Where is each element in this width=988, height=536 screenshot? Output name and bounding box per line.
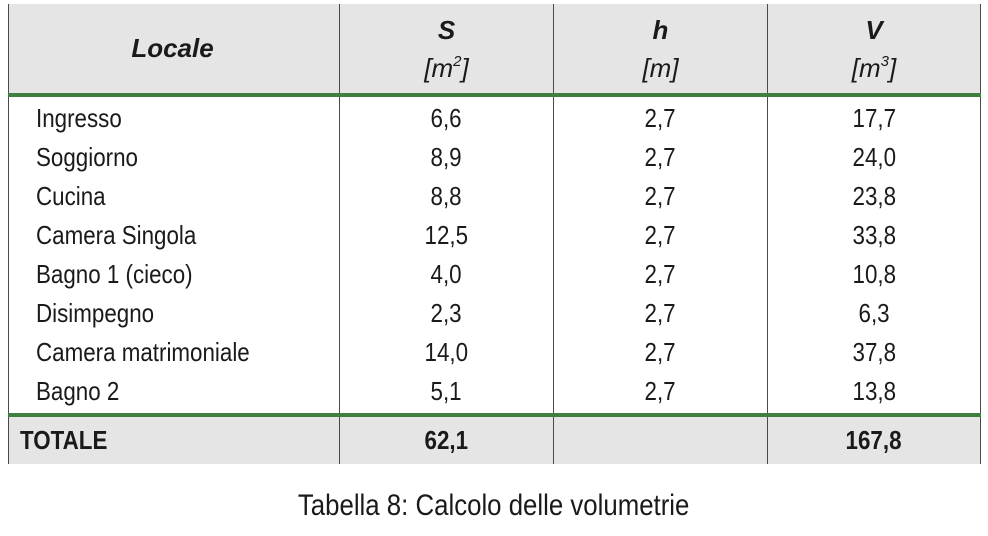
table-body: Ingresso 6,6 2,7 17,7 Soggiorno 8,9 2,7 … <box>8 95 981 415</box>
cell-height: 2,7 <box>553 294 768 333</box>
cell-volume: 10,8 <box>767 255 981 294</box>
header-surface-symbol: S <box>437 14 456 45</box>
cell-locale: Bagno 1 (cieco) <box>8 255 340 294</box>
header-locale: Locale <box>8 4 340 97</box>
header-height: h [m] <box>553 4 768 97</box>
cell-locale: Ingresso <box>8 95 340 138</box>
header-row: Locale S [m2] h [m] V [m3] <box>8 4 981 97</box>
header-volume-unit: [m3] <box>851 52 897 83</box>
header-height-unit: [m] <box>642 52 679 83</box>
cell-height: 2,7 <box>553 372 768 415</box>
cell-volume: 37,8 <box>767 333 981 372</box>
cell-volume: 23,8 <box>767 177 981 216</box>
cell-locale: Camera matrimoniale <box>8 333 340 372</box>
cell-volume: 17,7 <box>767 95 981 138</box>
header-height-symbol: h <box>652 14 669 45</box>
cell-locale: Soggiorno <box>8 138 340 177</box>
total-row: TOTALE 62,1 167,8 <box>8 413 981 464</box>
cell-volume: 13,8 <box>767 372 981 415</box>
cell-height: 2,7 <box>553 216 768 255</box>
total-height <box>553 413 768 464</box>
cell-height: 2,7 <box>553 255 768 294</box>
table-row: Ingresso 6,6 2,7 17,7 <box>8 95 981 138</box>
table-row: Bagno 1 (cieco) 4,0 2,7 10,8 <box>8 255 981 294</box>
cell-height: 2,7 <box>553 333 768 372</box>
table-header: Locale S [m2] h [m] V [m3] <box>8 4 981 97</box>
cell-height: 2,7 <box>553 95 768 138</box>
cell-surface: 5,1 <box>339 372 554 415</box>
cell-surface: 8,9 <box>339 138 554 177</box>
header-surface: S [m2] <box>339 4 554 97</box>
cell-locale: Disimpegno <box>8 294 340 333</box>
cell-volume: 24,0 <box>767 138 981 177</box>
table-row: Cucina 8,8 2,7 23,8 <box>8 177 981 216</box>
cell-locale: Bagno 2 <box>8 372 340 415</box>
table-footer: TOTALE 62,1 167,8 <box>8 413 981 464</box>
table-row: Disimpegno 2,3 2,7 6,3 <box>8 294 981 333</box>
table-row: Camera Singola 12,5 2,7 33,8 <box>8 216 981 255</box>
table-row: Soggiorno 8,9 2,7 24,0 <box>8 138 981 177</box>
table-row: Camera matrimoniale 14,0 2,7 37,8 <box>8 333 981 372</box>
cell-volume: 6,3 <box>767 294 981 333</box>
volume-table: Locale S [m2] h [m] V [m3] Ingresso 6 <box>8 4 981 464</box>
total-surface: 62,1 <box>339 413 554 464</box>
volume-table-container: Locale S [m2] h [m] V [m3] Ingresso 6 <box>8 4 981 464</box>
cell-surface: 6,6 <box>339 95 554 138</box>
table-caption: Tabella 8: Calcolo delle volumetrie <box>0 489 988 523</box>
total-volume: 167,8 <box>767 413 981 464</box>
cell-locale: Cucina <box>8 177 340 216</box>
cell-height: 2,7 <box>553 177 768 216</box>
cell-volume: 33,8 <box>767 216 981 255</box>
header-surface-unit: [m2] <box>424 52 469 83</box>
table-caption-text: Tabella 8: Calcolo delle volumetrie <box>298 489 690 522</box>
table-row: Bagno 2 5,1 2,7 13,8 <box>8 372 981 415</box>
cell-surface: 8,8 <box>339 177 554 216</box>
cell-surface: 14,0 <box>339 333 554 372</box>
cell-surface: 4,0 <box>339 255 554 294</box>
header-volume-symbol: V <box>865 14 883 45</box>
cell-surface: 2,3 <box>339 294 554 333</box>
total-label: TOTALE <box>8 413 340 464</box>
cell-locale: Camera Singola <box>8 216 340 255</box>
header-volume: V [m3] <box>767 4 981 97</box>
cell-height: 2,7 <box>553 138 768 177</box>
cell-surface: 12,5 <box>339 216 554 255</box>
header-locale-label: Locale <box>131 33 214 63</box>
